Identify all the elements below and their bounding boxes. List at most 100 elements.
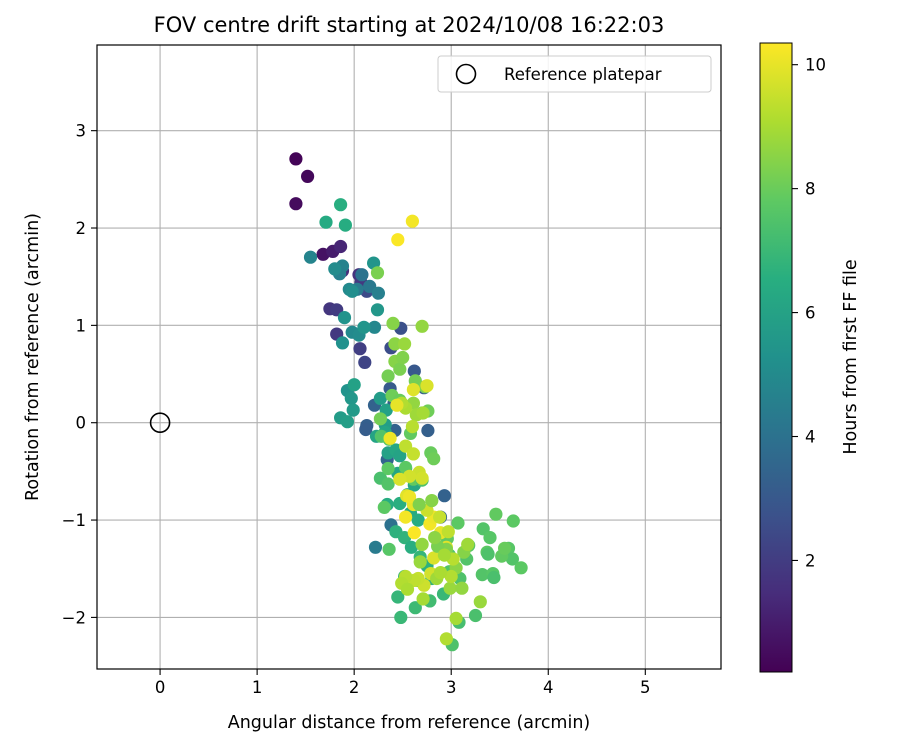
colorbar-tick-label: 6 (805, 304, 816, 323)
reference-platepar-marker (149, 412, 171, 434)
data-point (437, 489, 451, 503)
legend-reference-marker (455, 63, 477, 85)
data-point (505, 552, 519, 566)
y-tick-label: 2 (76, 219, 87, 238)
legend-entry-label: Reference platepar (504, 65, 662, 84)
y-axis-ticks: −2 −1 0 1 2 3 (62, 122, 97, 627)
data-point (340, 415, 354, 429)
data-point (416, 592, 430, 606)
x-tick-label: 5 (640, 678, 651, 697)
data-point (357, 320, 371, 334)
data-point (400, 582, 415, 596)
data-point (368, 540, 383, 554)
data-point (399, 510, 413, 524)
data-point (377, 500, 391, 514)
data-point (402, 490, 417, 504)
data-point (303, 250, 318, 264)
data-point (289, 152, 303, 166)
data-point (421, 423, 435, 438)
data-point (487, 570, 501, 585)
y-tick-label: 1 (76, 316, 87, 335)
x-tick-label: 1 (252, 678, 263, 697)
data-point (415, 319, 429, 333)
data-point (481, 547, 495, 561)
data-point (455, 581, 469, 595)
data-point (514, 561, 528, 575)
data-point (473, 595, 487, 609)
data-point (506, 514, 520, 528)
legend: Reference platepar (437, 55, 712, 93)
data-point (433, 566, 448, 580)
plot-frame (96, 44, 722, 670)
data-point (393, 362, 407, 376)
x-tick-label: 3 (446, 678, 457, 697)
chart-title: FOV centre drift starting at 2024/10/08 … (154, 13, 665, 37)
data-point (461, 537, 475, 552)
data-point (289, 197, 303, 211)
data-point (412, 497, 426, 512)
data-point (404, 540, 418, 554)
data-point (415, 537, 429, 552)
data-point (386, 316, 400, 330)
data-point (371, 286, 385, 300)
colorbar-label: Hours from first FF file (841, 259, 861, 454)
data-point (382, 542, 396, 556)
y-tick-label: −2 (62, 608, 86, 627)
x-axis-ticks: 0 1 2 3 4 5 (155, 669, 651, 697)
data-point (381, 477, 395, 491)
colorbar: 2 4 6 8 10 Hours from first FF file (759, 42, 861, 673)
data-point (441, 525, 455, 539)
data-point (359, 422, 373, 437)
data-point (428, 531, 442, 545)
data-point (328, 262, 342, 276)
data-point (420, 379, 434, 393)
data-point (413, 555, 427, 569)
data-point (407, 364, 421, 378)
data-point (475, 568, 489, 582)
data-point (391, 233, 405, 247)
data-point (345, 284, 359, 298)
x-tick-label: 0 (155, 678, 166, 697)
data-point (370, 303, 385, 317)
colorbar-tick-label: 2 (805, 551, 816, 570)
legend-box (437, 55, 712, 93)
data-point (425, 494, 439, 508)
data-point (427, 452, 441, 466)
colorbar-gradient (759, 42, 793, 673)
data-point (393, 472, 407, 486)
data-point (408, 601, 422, 615)
colorbar-tick-label: 4 (805, 428, 816, 447)
data-point (396, 350, 410, 365)
data-point (334, 239, 348, 254)
data-point (437, 548, 451, 562)
data-point (353, 342, 367, 356)
data-point (355, 268, 369, 282)
data-point (394, 610, 408, 625)
data-point (388, 337, 402, 351)
data-point (398, 337, 412, 351)
data-point (347, 378, 361, 392)
data-point (346, 403, 360, 417)
data-point (416, 406, 430, 420)
data-point (406, 383, 420, 397)
data-points (289, 152, 528, 652)
data-point (335, 336, 350, 350)
data-point (433, 510, 447, 524)
x-axis-label: Angular distance from reference (arcmin) (228, 713, 591, 733)
data-point (406, 447, 420, 461)
data-point (358, 355, 372, 369)
y-axis-label: Rotation from reference (arcmin) (23, 213, 43, 501)
data-point (338, 218, 352, 232)
data-point (370, 266, 385, 280)
data-point (439, 632, 453, 646)
x-tick-label: 4 (543, 678, 554, 697)
y-tick-label: 3 (76, 122, 87, 141)
data-point (373, 391, 387, 405)
data-point (390, 398, 404, 412)
data-point (344, 391, 358, 405)
data-point (405, 420, 419, 434)
colorbar-ticks: 2 4 6 8 10 (792, 56, 826, 570)
data-point (383, 431, 397, 445)
x-tick-label: 2 (349, 678, 360, 697)
